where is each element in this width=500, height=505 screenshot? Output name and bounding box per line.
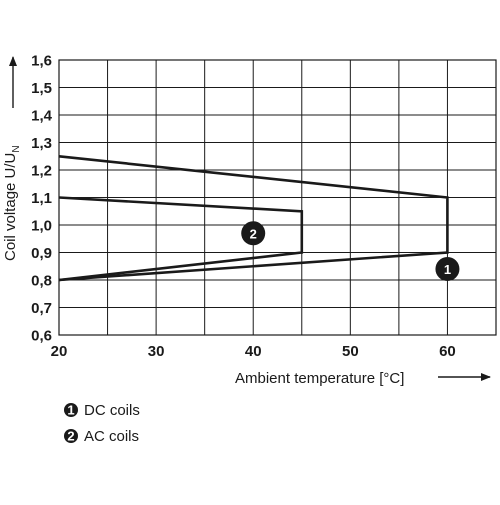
legend-label-2: AC coils <box>84 428 139 445</box>
x-tick-label: 40 <box>245 343 262 360</box>
y-axis-title: Coil voltage U/UN <box>2 145 22 261</box>
legend-item-2: 2 AC coils <box>64 428 139 445</box>
series-2-marker: 2 <box>241 221 266 246</box>
y-tick-label: 1,6 <box>31 53 52 70</box>
y-tick-label: 0,7 <box>31 300 52 317</box>
y-tick-label: 0,9 <box>31 245 52 262</box>
series-2-line <box>58 196 304 282</box>
legend-marker-2-icon <box>64 429 78 443</box>
y-tick-label: 0,8 <box>31 273 52 290</box>
legend-label-1: DC coils <box>84 402 140 419</box>
grid <box>58 59 497 336</box>
legend-marker-2-number: 2 <box>67 429 74 444</box>
series-2-marker-number: 2 <box>250 226 257 241</box>
x-tick-label: 60 <box>439 343 456 360</box>
y-axis-title-main: Coil voltage U/U <box>2 153 19 261</box>
legend-item-1: 1 DC coils <box>64 402 140 419</box>
y-tick-label: 1,2 <box>31 163 52 180</box>
legend: 1 DC coils 2 AC coils <box>64 402 140 445</box>
x-tick-label: 30 <box>148 343 165 360</box>
legend-marker-1-icon <box>64 403 78 417</box>
series-group <box>58 155 449 282</box>
series-1-marker-number: 1 <box>444 262 451 277</box>
y-tick-label: 1,4 <box>31 108 53 125</box>
y-tick-label: 1,5 <box>31 80 52 97</box>
y-tick-label: 1,0 <box>31 218 52 235</box>
x-tick-label: 50 <box>342 343 359 360</box>
y-tick-label: 1,1 <box>31 190 52 207</box>
x-axis-title: Ambient temperature [°C] <box>235 370 404 387</box>
x-tick-labels: 20 30 40 50 60 <box>51 343 456 360</box>
y-tick-label: 1,3 <box>31 135 52 152</box>
series-1-marker: 1 <box>435 257 460 281</box>
series-2-marker-circle <box>241 221 266 246</box>
series-markers: 12 <box>241 221 460 281</box>
series-1-marker-circle <box>435 257 460 281</box>
series-1-line <box>58 155 449 282</box>
y-tick-labels: 0,6 0,7 0,8 0,9 1,0 1,1 1,2 1,3 1,4 1,5 1,6 <box>31 53 53 345</box>
y-tick-label: 0,6 <box>31 328 52 345</box>
y-axis-title-subscript: N <box>11 145 22 152</box>
legend-marker-1-number: 1 <box>67 403 74 418</box>
x-tick-label: 20 <box>51 343 68 360</box>
